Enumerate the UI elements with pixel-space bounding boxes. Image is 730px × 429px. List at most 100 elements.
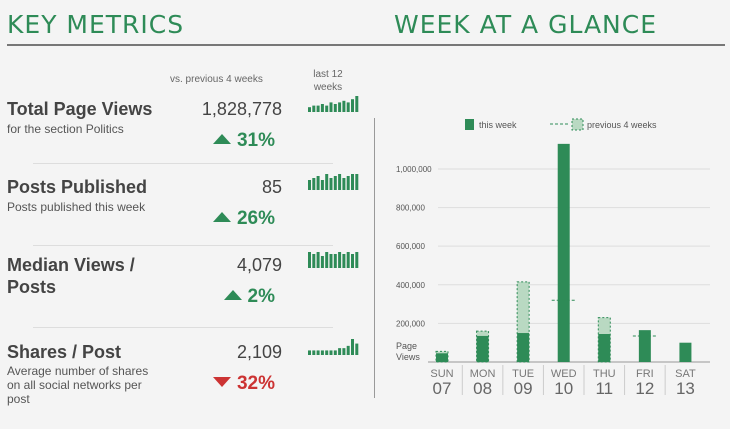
metric-value: 4,079 [236,255,282,275]
x-date-label: 11 [595,379,613,398]
sparkline [308,96,359,112]
sparkline [308,339,359,355]
week-bar-chart: this week previous 4 weeks 200,000 400,00… [396,118,710,398]
sparkline-bar [308,350,311,355]
sparkline-bar [308,180,311,190]
metric-total-page-views: Total Page Views for the section Politic… [7,96,359,154]
metric-shares-per-post: Shares / Post Average number of shares o… [7,339,359,411]
sparkline-bar [351,174,354,190]
header-rule [7,44,725,46]
x-day-label: SAT [675,368,696,380]
x-day-label: THU [593,368,616,380]
sparkline-bar [308,252,311,268]
sparkline-bar [351,339,354,355]
legend-swatch-previous [571,118,584,131]
y-tick-label: 800,000 [396,204,425,213]
sparkline-bar [342,178,346,190]
section-divider [374,118,375,398]
sparkline-bar [308,107,311,112]
x-date-label: 12 [635,379,654,398]
key-metrics-heading: KEY METRICS [7,10,185,39]
metric-value: 1,828,778 [201,99,282,119]
x-date-label: 10 [554,379,573,398]
y-tick-label: 200,000 [396,319,425,328]
chart-legend: this week previous 4 weeks [465,118,657,131]
metric-title: Total Page Views [7,99,153,119]
chart-bars [435,143,692,363]
legend-this-week: this week [479,120,517,130]
sparkline-bar [355,96,359,112]
metric-change: 2% [223,286,275,308]
x-day-label: FRI [636,368,654,380]
sparkline-bar [329,102,333,112]
metric-change: 26% [212,208,275,230]
x-date-label: 13 [676,379,695,398]
sparkline-bar [338,252,342,268]
x-date-label: 09 [514,379,533,398]
sparkline-bar [312,105,316,112]
sparkline-bar [325,252,329,268]
sparkline-bar [320,180,324,190]
bar-this-week [598,334,611,362]
sparkline-bar [355,343,359,355]
arrow-up-icon [212,211,231,222]
metric-value: 85 [261,177,282,197]
arrow-up-icon [223,289,242,300]
x-date-label: 07 [433,379,452,398]
metric-divider [33,245,333,246]
sparkline-bar [355,252,359,268]
metric-divider [33,163,333,164]
metric-change: 31% [212,130,275,152]
sparkline-bar [316,176,320,190]
bar-this-week [679,342,692,362]
x-date-label: 08 [473,379,492,398]
sparkline-bar [355,174,359,190]
sparkline-bar [338,348,342,355]
metric-subtitle: for the section Politics [7,122,124,136]
x-day-label: WED [551,368,577,380]
sparkline [308,252,359,268]
sparkline-bar [333,350,337,355]
sparkline-bar [342,254,346,268]
sparkline-bar [316,252,320,268]
x-day-label: SUN [430,368,453,380]
bar-this-week [476,335,489,362]
x-day-label: TUE [512,368,534,380]
sparkline-bar [320,350,324,355]
week-at-a-glance-heading: WEEK AT A GLANCE [394,10,658,39]
y-axis-label: Page Views [396,341,420,362]
sparkline-bar [342,348,346,355]
sparkline-bar [325,350,329,355]
metric-title: Posts Published [7,177,148,197]
sparkline-bar [320,104,324,112]
sparkline-bar [316,105,320,112]
sparkline-bar [329,178,333,190]
sparkline-bar [346,345,350,355]
sparkline-bar [333,104,337,112]
chart-grid: 200,000 400,000 600,000 800,000 1,000,000 [396,165,710,363]
y-axis-label-line-1: Page [396,341,417,351]
y-tick-label: 600,000 [396,242,425,251]
y-tick-label: 1,000,000 [396,165,432,174]
arrow-down-icon [212,376,231,387]
y-axis-label-line-2: Views [396,352,420,362]
sparkline-bar [329,254,333,268]
y-tick-label: 400,000 [396,281,425,290]
sparkline-bar [338,102,342,112]
sparkline-bar [312,350,316,355]
x-day-label: MON [470,368,496,380]
arrow-up-icon [212,133,231,144]
sparkline-bar [346,252,350,268]
legend-previous: previous 4 weeks [587,120,657,130]
sparkline-bar [316,350,320,355]
sparkline [308,174,359,190]
sparkline-bar [312,254,316,268]
metric-title: Shares / Post [7,342,122,362]
metric-divider [33,327,333,328]
bar-this-week [517,333,530,362]
sparkline-bar [346,102,350,112]
sparkline-column-header: last 12 weeks [313,69,343,93]
bar-this-week [436,353,448,362]
metric-change: 32% [212,373,275,395]
sparkline-bar [333,176,337,190]
